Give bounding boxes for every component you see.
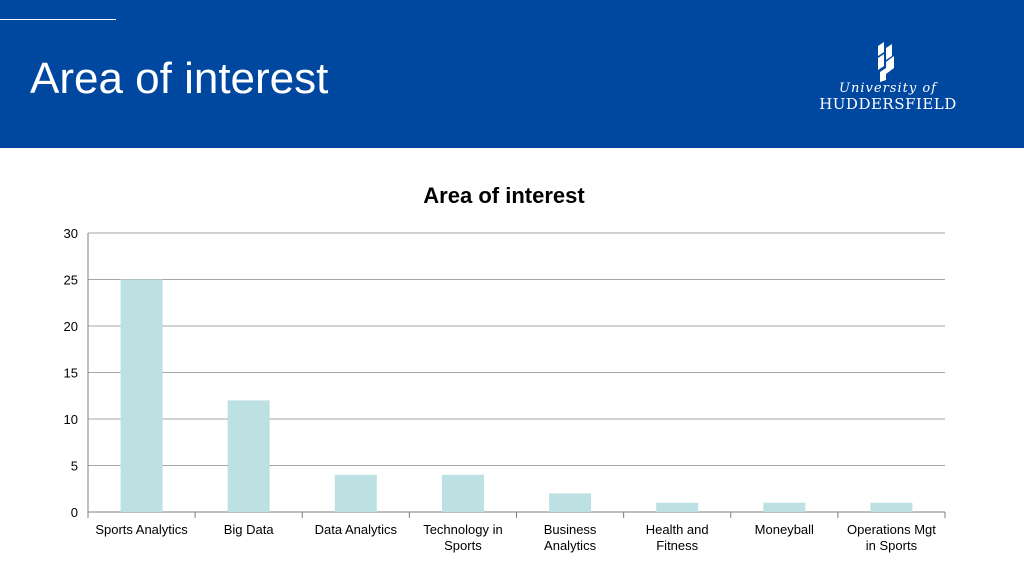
- bar-data-analytics: [334, 474, 377, 512]
- bar-operations-mgt-in-sports: [870, 502, 913, 512]
- chart-gridlines: [88, 232, 945, 466]
- bar-moneyball: [763, 502, 806, 512]
- x-tick-label: Operations Mgt: [847, 522, 936, 537]
- chart-axes: [87, 233, 946, 518]
- x-tick-label: Sports Analytics: [95, 522, 188, 537]
- y-tick-label: 0: [71, 505, 78, 520]
- x-tick-label: in Sports: [866, 538, 918, 553]
- x-tick-label: Moneyball: [755, 522, 814, 537]
- bar-technology-in-sports: [441, 474, 484, 512]
- logo-text-huddersfield: HUDDERSFIELD: [819, 95, 957, 113]
- university-logo: University of HUDDERSFIELD: [806, 40, 970, 118]
- x-tick-labels: Sports Analytics Big Data Data Analytics Te…: [95, 522, 936, 553]
- y-tick-label: 5: [71, 459, 78, 474]
- slide-title: Area of interest: [30, 54, 329, 103]
- x-tick-label: Data Analytics: [315, 522, 398, 537]
- x-tick-label: Health and: [646, 522, 709, 537]
- bar-chart: Area of interest 0 5 10 15 20 25 30 Sports Ana…: [64, 183, 946, 553]
- y-tick-label: 25: [64, 273, 78, 288]
- x-tick-label: Sports: [444, 538, 482, 553]
- bar-big-data: [227, 400, 270, 512]
- header-rule: [0, 19, 116, 20]
- y-tick-labels: 0 5 10 15 20 25 30: [64, 226, 78, 520]
- x-tick-label: Business: [544, 522, 597, 537]
- y-tick-label: 10: [64, 412, 78, 427]
- y-tick-label: 30: [64, 226, 78, 241]
- y-tick-label: 20: [64, 319, 78, 334]
- y-tick-label: 15: [64, 366, 78, 381]
- chart-title: Area of interest: [423, 183, 585, 208]
- x-tick-label: Technology in: [423, 522, 503, 537]
- x-tick-label: Big Data: [224, 522, 275, 537]
- x-tick-label: Analytics: [544, 538, 597, 553]
- x-tick-label: Fitness: [656, 538, 698, 553]
- bar-sports-analytics: [120, 279, 163, 512]
- bar-health-and-fitness: [656, 502, 699, 512]
- bar-business-analytics: [549, 493, 592, 512]
- slide-header: Area of interest University of HUDDERSFI…: [0, 0, 1024, 148]
- logo-text-university-of: University of: [839, 81, 937, 96]
- university-crest-icon: [878, 42, 894, 82]
- chart-bars: [120, 279, 913, 512]
